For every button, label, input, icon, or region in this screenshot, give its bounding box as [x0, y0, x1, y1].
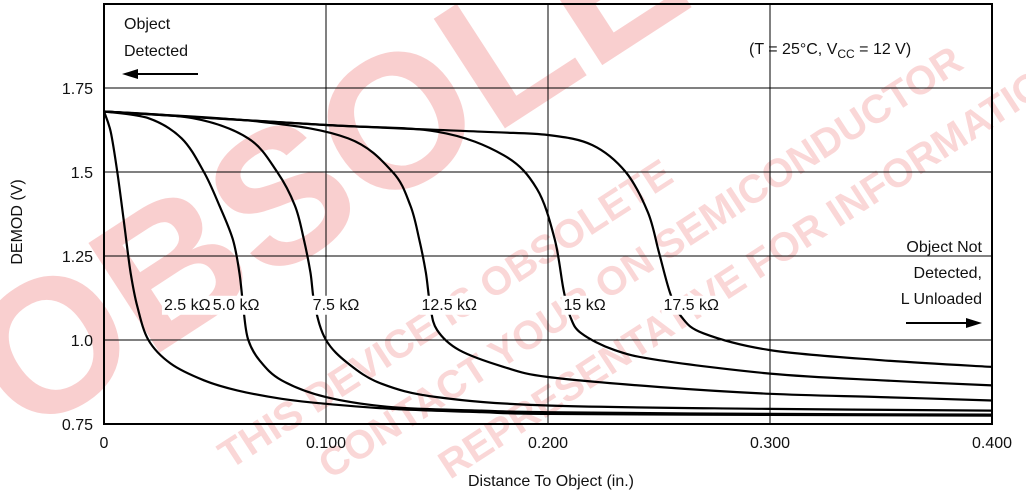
series-label-bg: [561, 295, 608, 315]
object-not-detected-line3: L Unloaded: [901, 291, 982, 308]
series-label: 5.0 kΩ: [213, 297, 260, 314]
x-tick-label: 0.300: [750, 435, 790, 452]
plot-frame: [103, 3, 993, 425]
conditions-prefix: (T = 25°C, V: [749, 41, 838, 58]
y-axis-title: DEMOD (V): [9, 179, 26, 264]
series-label: 2.5 kΩ: [164, 297, 211, 314]
series-line: [103, 110, 993, 402]
left-arrow-icon: [122, 69, 198, 79]
series-line: [102, 111, 993, 417]
series-label-bg: [661, 295, 722, 315]
conditions-sub: CC: [837, 47, 855, 61]
object-not-detected-line1: Object Not: [906, 239, 982, 256]
y-tick-label: 1.75: [62, 81, 93, 98]
x-tick-label: 0: [100, 435, 109, 452]
series-label-bg: [161, 295, 213, 315]
series-line: [103, 110, 993, 416]
series-line: [103, 110, 993, 368]
x-tick-label: 0.400: [972, 435, 1012, 452]
y-tick-label: 1.0: [71, 333, 93, 350]
right-arrow-icon: [906, 318, 982, 328]
series-lines: [102, 110, 993, 417]
tick-labels: 0 0.100 0.200 0.300 0.400 0.75 1.0 1.25 1.5 1.75: [62, 81, 1012, 452]
series-label-bg: [210, 295, 262, 315]
y-tick-label: 0.75: [62, 417, 93, 434]
series-label-bg: [419, 295, 480, 315]
series-label: 17.5 kΩ: [663, 297, 719, 314]
curve-labels: 2.5 kΩ 5.0 kΩ 7.5 kΩ 12.5 kΩ 15 kΩ 17.5 kΩ: [161, 295, 722, 315]
series-label: 12.5 kΩ: [421, 297, 477, 314]
series-label: 15 kΩ: [564, 297, 606, 314]
y-tick-label: 1.5: [71, 165, 93, 182]
x-tick-label: 0.100: [306, 435, 346, 452]
object-detected-line1: Object: [124, 16, 171, 33]
object-not-detected-line2: Detected,: [914, 265, 982, 282]
x-tick-label: 0.200: [528, 435, 568, 452]
series-label: 7.5 kΩ: [313, 297, 360, 314]
x-axis-title: Distance To Object (in.): [468, 473, 634, 490]
series-label-bg: [310, 295, 362, 315]
conditions-note: (T = 25°C, VCC = 12 V): [749, 41, 911, 61]
conditions-suffix: = 12 V): [855, 41, 911, 58]
series-line: [103, 110, 993, 412]
object-detected-line2: Detected: [124, 43, 188, 60]
y-tick-label: 1.25: [62, 249, 93, 266]
